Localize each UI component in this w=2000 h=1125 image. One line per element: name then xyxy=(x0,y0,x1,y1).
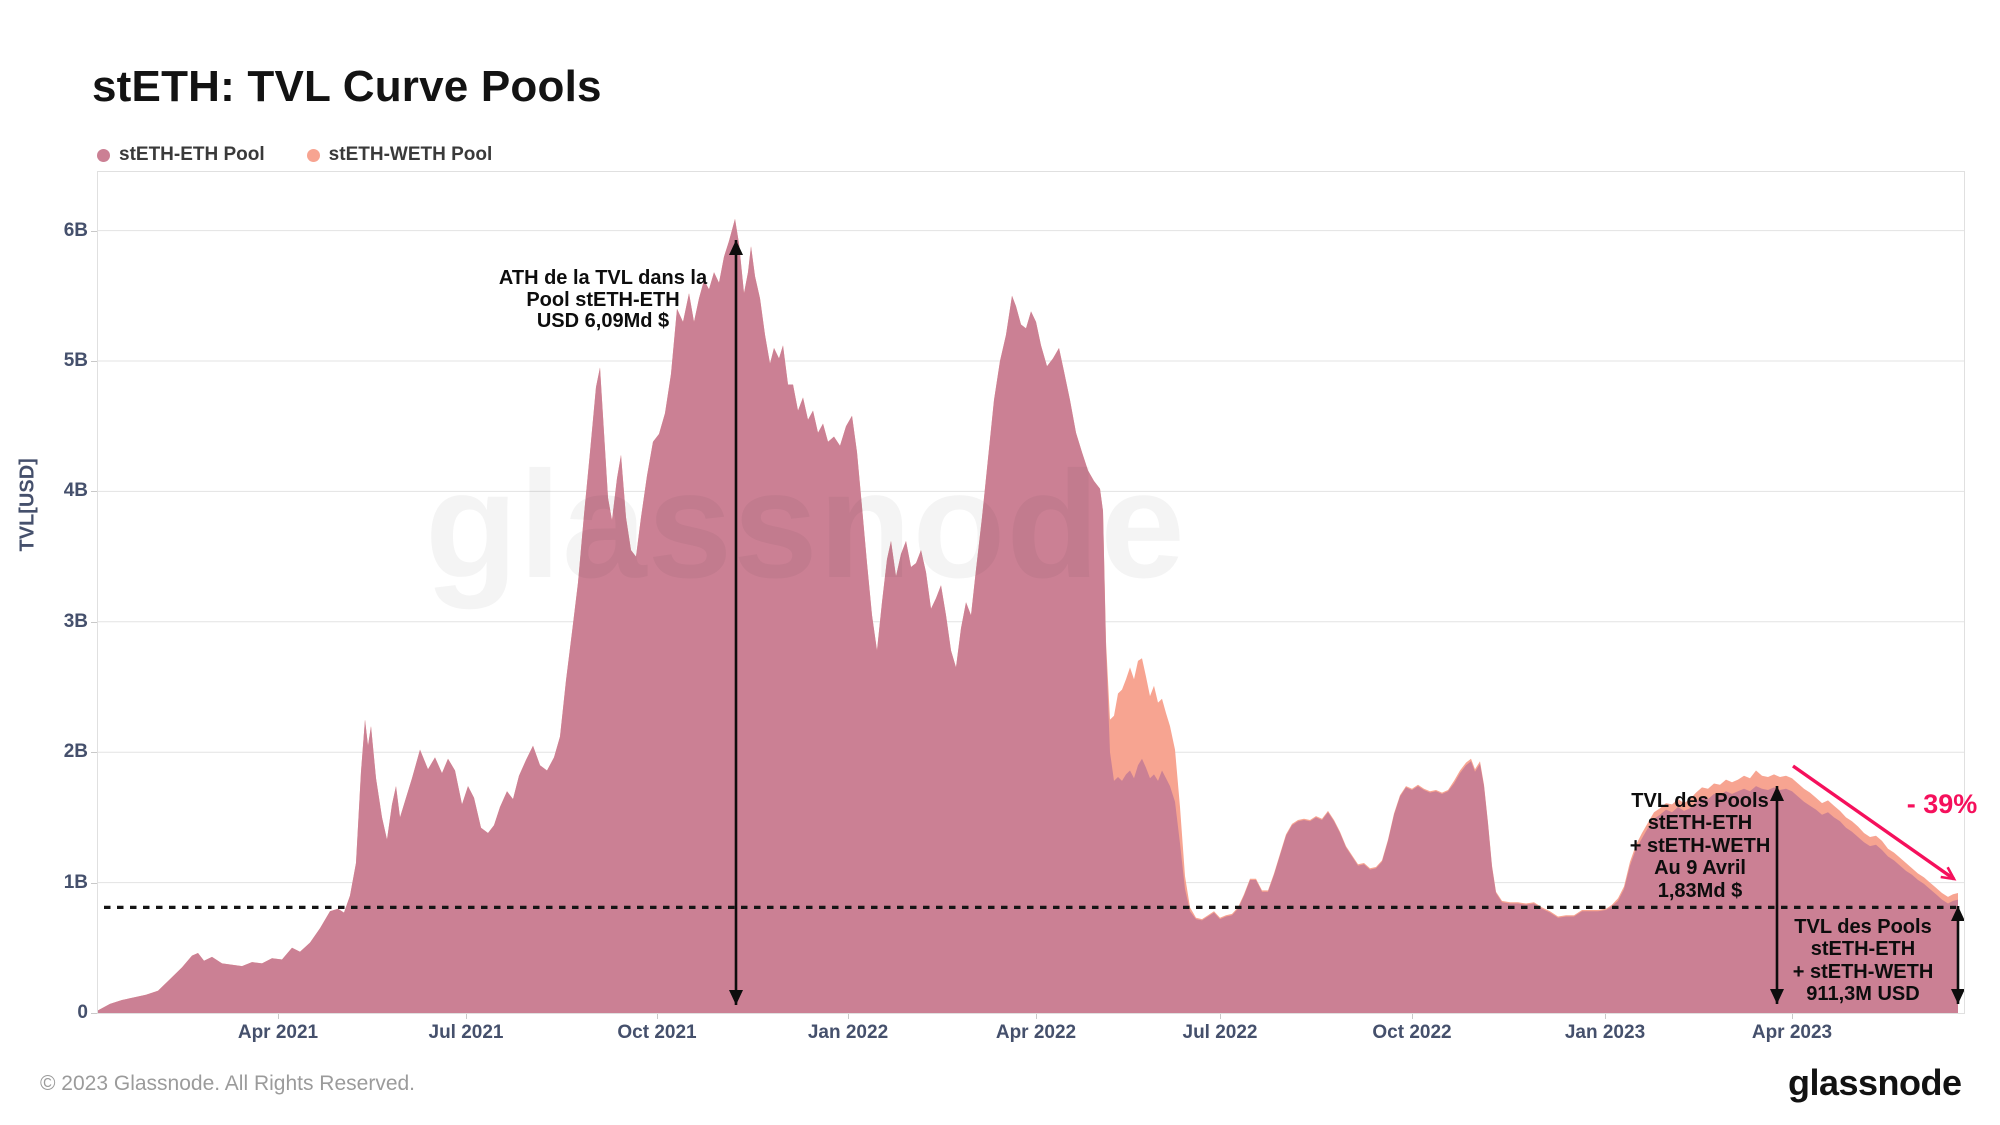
legend-item-steth-eth-pool[interactable]: stETH-ETH Pool xyxy=(97,144,265,166)
page-title: stETH: TVL Curve Pools xyxy=(92,62,602,111)
annotation-apr9-tvl: TVL des Pools stETH-ETH + stETH-WETH Au … xyxy=(1592,790,1808,902)
tvl-area-chart xyxy=(98,218,1964,1013)
x-tickmark xyxy=(1412,1014,1413,1019)
legend-label-steth-eth: stETH-ETH Pool xyxy=(119,144,265,165)
x-tick-apr-2021: Apr 2021 xyxy=(237,1022,319,1043)
legend: stETH-ETH Pool stETH-WETH Pool xyxy=(97,144,492,166)
plot-area xyxy=(97,171,1965,1014)
copyright-text: © 2023 Glassnode. All Rights Reserved. xyxy=(40,1072,416,1095)
y-tick-3b: 3B xyxy=(63,611,88,632)
annotation-end-line3: + stETH-WETH xyxy=(1792,960,1934,983)
annotation-end-tvl: TVL des Pools stETH-ETH + stETH-WETH 911… xyxy=(1768,916,1958,1006)
y-tickmark xyxy=(91,622,98,623)
x-tickmark xyxy=(466,1014,467,1019)
x-tick-jan-2022: Jan 2022 xyxy=(807,1022,889,1043)
y-tick-4b: 4B xyxy=(63,480,88,501)
x-tickmark xyxy=(278,1014,279,1019)
x-tick-oct-2022: Oct 2022 xyxy=(1372,1022,1452,1043)
legend-label-steth-weth: stETH-WETH Pool xyxy=(328,144,493,165)
steth-eth-pool-area xyxy=(98,218,1958,1013)
annotation-end-line4: 911,3M USD xyxy=(1806,983,1920,1006)
x-tick-jul-2022: Jul 2022 xyxy=(1182,1022,1258,1043)
x-tick-jan-2023: Jan 2023 xyxy=(1564,1022,1646,1043)
y-tick-0: 0 xyxy=(77,1002,88,1023)
x-tickmark xyxy=(1605,1014,1606,1019)
x-tickmark xyxy=(1220,1014,1221,1019)
decline-arrow xyxy=(1792,764,1957,881)
annotation-apr9-line3: + stETH-WETH xyxy=(1629,834,1771,857)
x-tickmark xyxy=(657,1014,658,1019)
y-tick-5b: 5B xyxy=(63,350,88,371)
y-tickmark xyxy=(91,883,98,884)
y-tickmark xyxy=(91,231,98,232)
x-tickmark xyxy=(1792,1014,1793,1019)
y-tickmark xyxy=(91,752,98,753)
x-tick-jul-2021: Jul 2021 xyxy=(428,1022,504,1043)
annotation-ath: ATH de la TVL dans la Pool stETH-ETH USD… xyxy=(448,267,758,333)
x-tick-oct-2021: Oct 2021 xyxy=(617,1022,697,1043)
annotation-decline-pct: - 39% xyxy=(1906,789,1978,819)
legend-dot-steth-weth-icon xyxy=(306,148,320,162)
annotation-apr9-line1: TVL des Pools xyxy=(1631,790,1769,812)
glassnode-logo: glassnode xyxy=(1788,1062,1962,1103)
y-tick-1b: 1B xyxy=(63,872,88,893)
y-tick-6b: 6B xyxy=(63,220,88,241)
annotation-apr9-line2: stETH-ETH xyxy=(1647,812,1753,835)
annotation-end-line2: stETH-ETH xyxy=(1810,938,1916,961)
legend-item-steth-weth-pool[interactable]: stETH-WETH Pool xyxy=(306,144,493,166)
x-tickmark xyxy=(848,1014,849,1019)
annotation-ath-line2: Pool stETH-ETH xyxy=(526,288,680,311)
y-tick-2b: 2B xyxy=(63,741,88,762)
legend-dot-steth-eth-icon xyxy=(97,148,110,162)
x-tickmark xyxy=(1036,1014,1037,1019)
annotation-ath-line3: USD 6,09Md $ xyxy=(536,310,670,332)
x-tick-apr-2022: Apr 2022 xyxy=(995,1022,1077,1043)
y-tickmark xyxy=(91,1013,98,1014)
annotation-apr9-line4: Au 9 Avril xyxy=(1654,857,1746,880)
y-axis-title: TVL[USD] xyxy=(16,458,39,552)
annotation-end-line1: TVL des Pools xyxy=(1794,916,1932,938)
x-tick-apr-2023: Apr 2023 xyxy=(1751,1022,1833,1043)
y-tickmark xyxy=(91,491,98,492)
annotation-ath-line1: ATH de la TVL dans la xyxy=(498,267,708,289)
y-tickmark xyxy=(91,361,98,362)
annotation-apr9-line5: 1,83Md $ xyxy=(1657,879,1743,902)
